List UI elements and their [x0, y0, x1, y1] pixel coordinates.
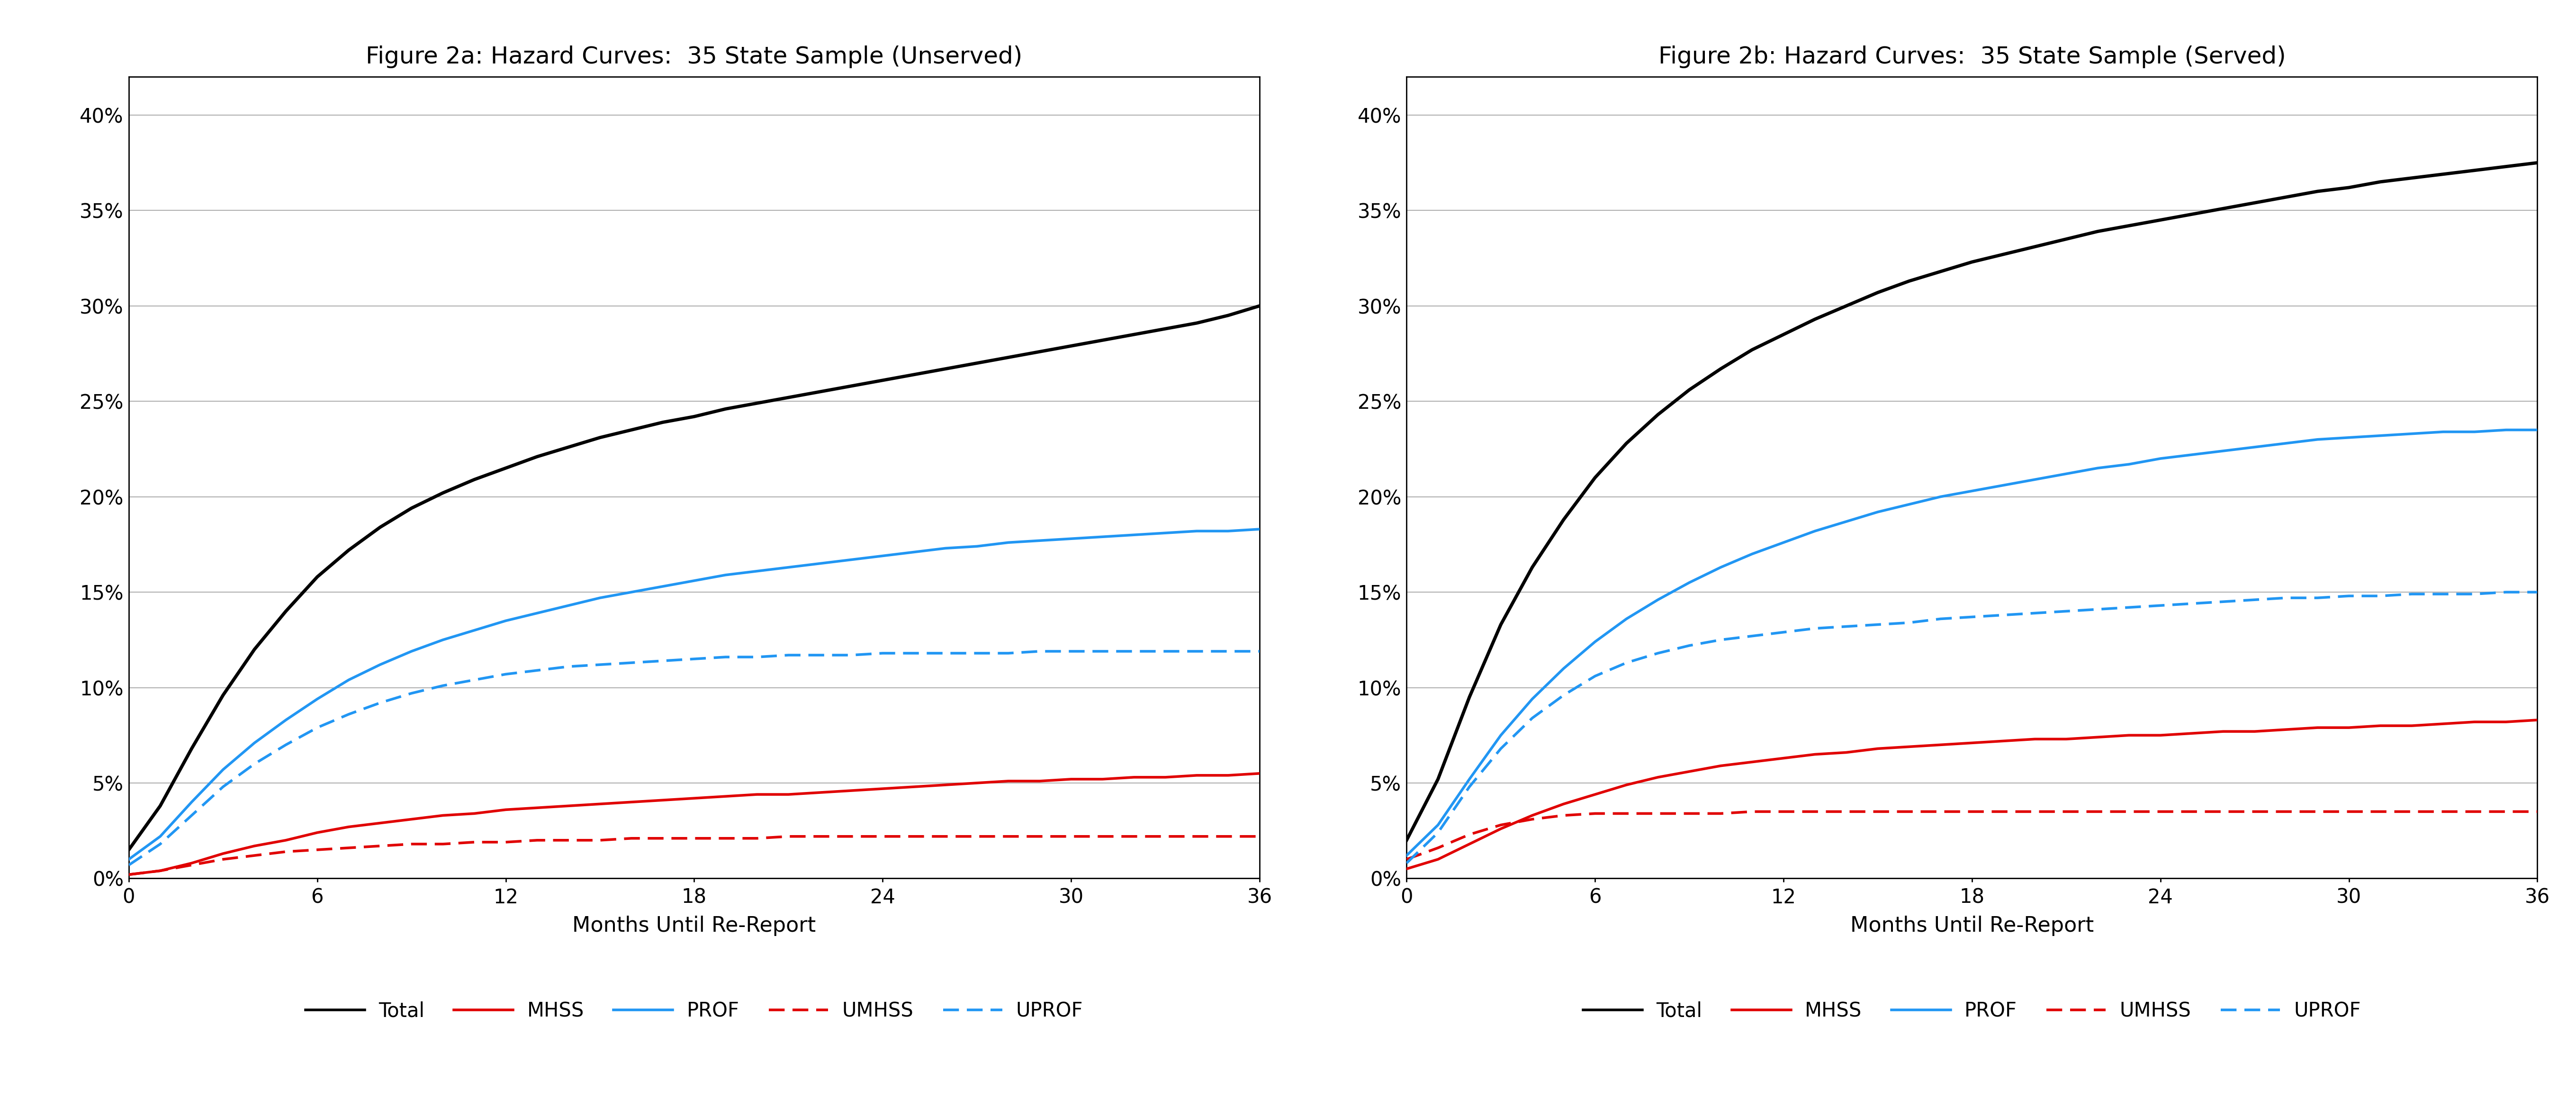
X-axis label: Months Until Re-Report: Months Until Re-Report	[572, 916, 817, 935]
Legend: Total, MHSS, PROF, UMHSS, UPROF: Total, MHSS, PROF, UMHSS, UPROF	[296, 994, 1090, 1029]
X-axis label: Months Until Re-Report: Months Until Re-Report	[1850, 916, 2094, 935]
Title: Figure 2a: Hazard Curves:  35 State Sample (Unserved): Figure 2a: Hazard Curves: 35 State Sampl…	[366, 46, 1023, 68]
Legend: Total, MHSS, PROF, UMHSS, UPROF: Total, MHSS, PROF, UMHSS, UPROF	[1577, 994, 2370, 1029]
Title: Figure 2b: Hazard Curves:  35 State Sample (Served): Figure 2b: Hazard Curves: 35 State Sampl…	[1659, 46, 2285, 68]
